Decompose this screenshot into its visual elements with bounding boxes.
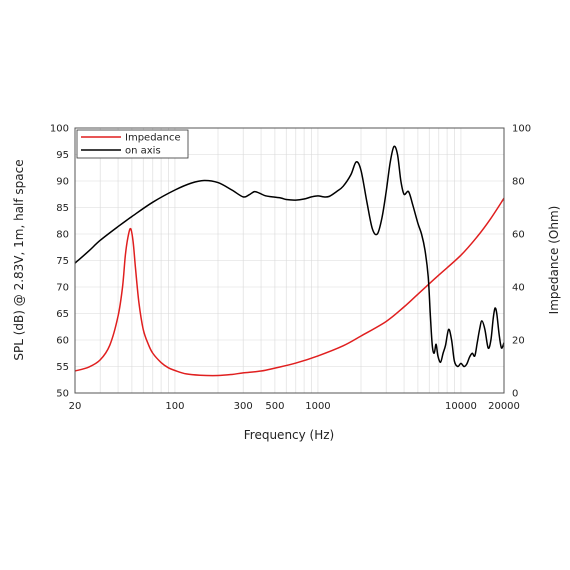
y2-tick-label: 20 bbox=[512, 336, 525, 347]
y-tick-label: 70 bbox=[56, 283, 69, 294]
y2-tick-label: 0 bbox=[512, 389, 518, 400]
y-tick-label: 75 bbox=[56, 256, 69, 267]
y2-tick-label: 60 bbox=[512, 230, 525, 241]
x-tick-label: 100 bbox=[165, 401, 184, 412]
y-tick-label: 55 bbox=[56, 362, 69, 373]
y-tick-label: 95 bbox=[56, 150, 69, 161]
y-axis-title: SPL (dB) @ 2.83V, 1m, half space bbox=[12, 159, 26, 360]
x-tick-label: 300 bbox=[234, 401, 253, 412]
y2-tick-label: 40 bbox=[512, 283, 525, 294]
y-tick-label: 90 bbox=[56, 177, 69, 188]
x-tick-label: 10000 bbox=[445, 401, 477, 412]
x-tick-label: 20000 bbox=[488, 401, 520, 412]
x-tick-label: 20 bbox=[69, 401, 82, 412]
x-tick-label: 1000 bbox=[305, 401, 330, 412]
y-tick-label: 65 bbox=[56, 309, 69, 320]
y2-tick-label: 80 bbox=[512, 177, 525, 188]
y2-axis-title: Impedance (Ohm) bbox=[547, 206, 561, 315]
y2-tick-label: 100 bbox=[512, 124, 531, 135]
y-tick-label: 100 bbox=[50, 124, 69, 135]
legend-label-on-axis: on axis bbox=[125, 146, 161, 157]
series-line-impedance bbox=[74, 197, 505, 377]
series-lines bbox=[74, 145, 505, 377]
series-line-on-axis bbox=[74, 145, 505, 368]
y-tick-label: 50 bbox=[56, 389, 69, 400]
y-tick-label: 80 bbox=[56, 230, 69, 241]
plot-frame bbox=[74, 127, 505, 394]
legend-label-impedance: Impedance bbox=[125, 133, 181, 144]
legend-box bbox=[76, 129, 189, 159]
y-tick-label: 85 bbox=[56, 203, 69, 214]
y-tick-label: 60 bbox=[56, 336, 69, 347]
legend: Impedance on axis bbox=[76, 129, 189, 159]
x-axis-title: Frequency (Hz) bbox=[244, 428, 335, 442]
x-tick-label: 500 bbox=[265, 401, 284, 412]
